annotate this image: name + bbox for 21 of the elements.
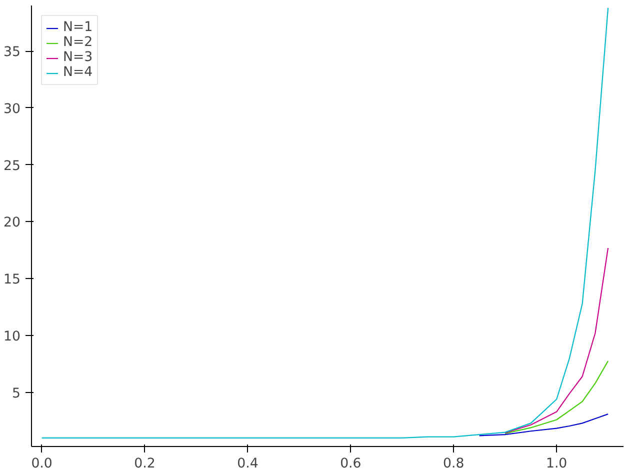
x-tick-label: 1.0	[546, 456, 568, 470]
line-series	[41, 7, 609, 439]
y-tick-label: 30	[4, 102, 21, 117]
y-tick-label: 15	[4, 272, 21, 288]
legend-label: N=1	[63, 20, 93, 35]
legend-label: N=2	[63, 35, 93, 50]
x-tick-label: 0.0	[31, 456, 52, 470]
x-tick-label: 0.4	[237, 456, 258, 470]
y-tick-label: 5	[12, 386, 21, 402]
legend-label: N=4	[63, 65, 93, 80]
line-series	[478, 414, 609, 436]
line-series	[504, 360, 609, 434]
x-tick-label: 0.8	[443, 456, 464, 470]
legend-label: N=3	[63, 50, 93, 65]
line-series	[504, 247, 609, 434]
y-tick-label: 25	[4, 158, 21, 174]
y-tick-label: 10	[4, 330, 21, 345]
x-tick-label: 0.6	[340, 456, 362, 470]
y-tick-label: 35	[4, 45, 21, 60]
x-tick-label: 0.2	[134, 456, 156, 470]
y-tick-label: 20	[4, 216, 21, 231]
